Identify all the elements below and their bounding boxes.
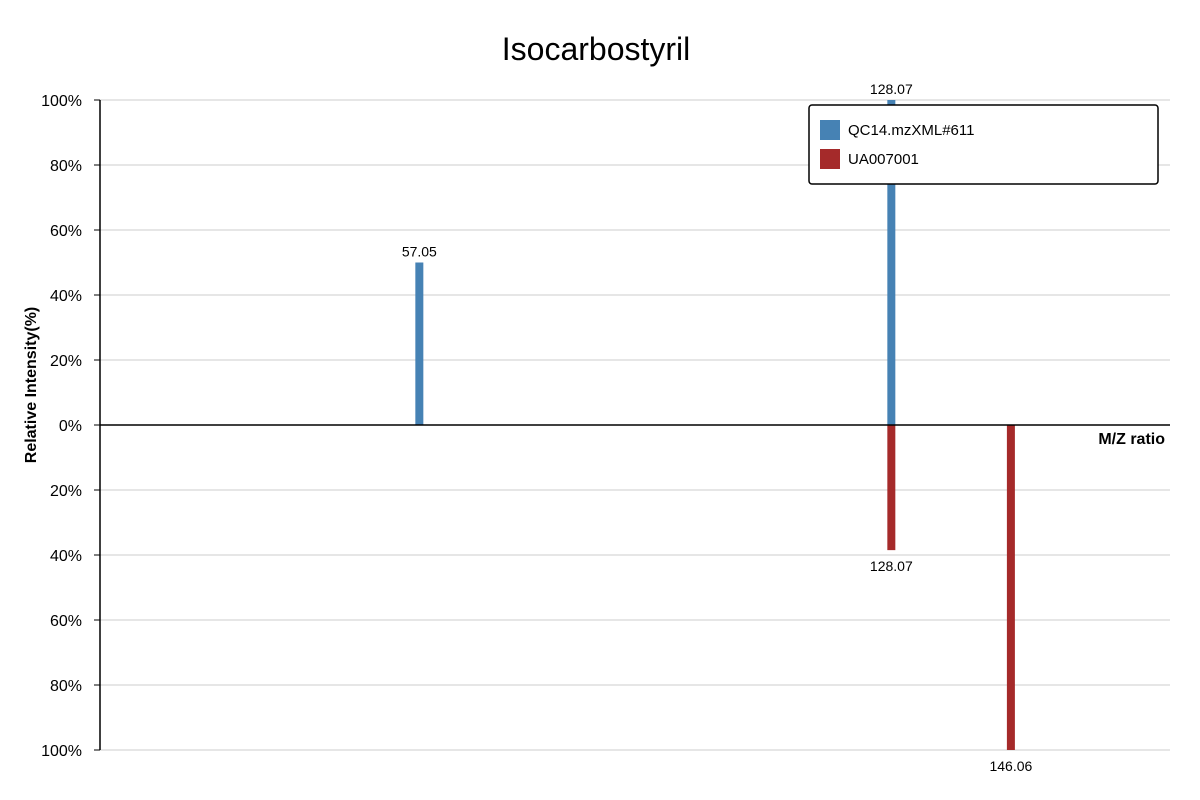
y-tick-label: 0% (59, 418, 82, 435)
legend-box (808, 104, 1159, 185)
x-axis-title: M/Z ratio (1098, 431, 1165, 448)
y-tick-label: 100% (41, 93, 82, 110)
peak-label: 57.05 (402, 244, 437, 260)
y-tick-label: 100% (41, 743, 82, 760)
peak-bar (415, 262, 424, 425)
legend-label-series-1: QC14.mzXML#611 (848, 122, 974, 139)
legend: QC14.mzXML#611 UA007001 (808, 104, 1159, 185)
y-axis-ticks: 100% 80% 60% 40% 20% 0% 20% 40% 60% 80% 100% (41, 93, 100, 760)
y-tick-label: 20% (50, 483, 82, 500)
legend-swatch-series-2 (820, 149, 840, 169)
legend-label-series-2: UA007001 (848, 151, 919, 168)
peak-labels: 57.05 128.07 128.07 146.06 (402, 81, 1033, 774)
peak-label: 128.07 (870, 81, 913, 97)
chart-title: Isocarbostyril (502, 31, 691, 67)
y-tick-label: 60% (50, 613, 82, 630)
y-tick-label: 60% (50, 223, 82, 240)
y-tick-label: 80% (50, 158, 82, 175)
peak-bar (1006, 425, 1015, 750)
y-tick-label: 40% (50, 548, 82, 565)
peak-bar (887, 100, 896, 425)
y-tick-label: 40% (50, 288, 82, 305)
peak-label: 146.06 (989, 758, 1032, 774)
y-tick-label: 20% (50, 353, 82, 370)
legend-swatch-series-1 (820, 120, 840, 140)
peak-bar (887, 425, 896, 551)
peak-label: 128.07 (870, 558, 913, 574)
y-tick-label: 80% (50, 678, 82, 695)
peak-bars (415, 100, 1015, 750)
y-axis-title: Relative Intensity(%) (23, 307, 40, 463)
gridlines (100, 99, 1170, 751)
